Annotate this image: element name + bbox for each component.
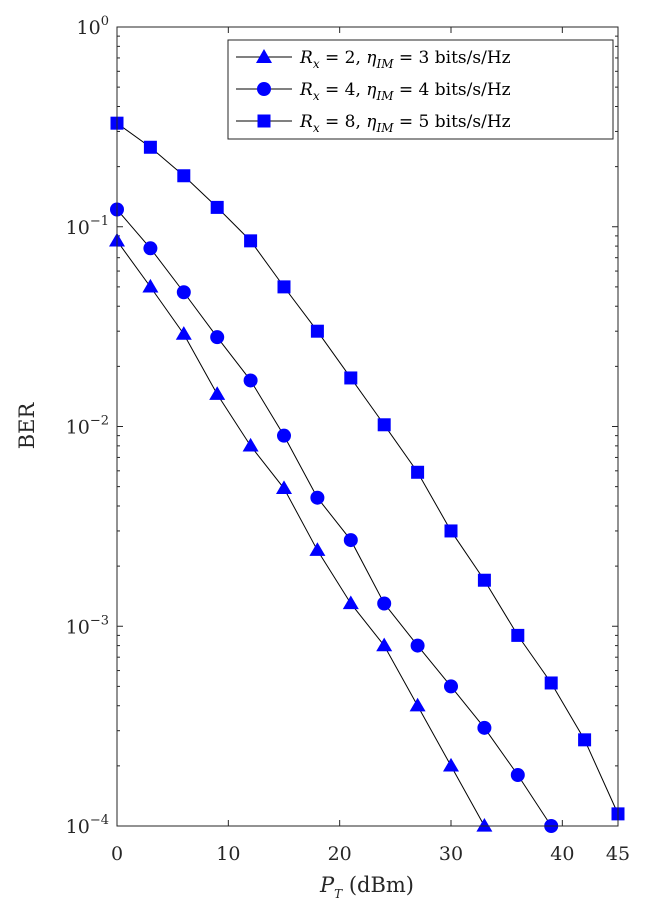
legend-circle-marker: [257, 82, 271, 96]
square-marker: [310, 324, 324, 338]
square-marker: [578, 733, 592, 747]
legend: Rx = 2, ηIM = 3 bits/s/Hz Rx = 4, ηIM = 4…: [227, 39, 614, 140]
triangle-marker: [142, 278, 159, 293]
circle-marker: [277, 428, 291, 443]
square-marker: [411, 465, 425, 479]
triangle-marker: [309, 542, 326, 556]
circle-marker: [377, 596, 392, 611]
circle-marker: [143, 241, 158, 256]
square-marker: [377, 418, 391, 432]
plot-frame: [116, 26, 619, 827]
y-tick-label: 10−1: [66, 214, 109, 239]
legend-box: [227, 39, 614, 140]
circle-marker: [510, 768, 525, 783]
y-tick-label: 10−4: [66, 813, 109, 838]
triangle-marker: [476, 818, 493, 832]
series-lines: [116, 122, 619, 827]
y-tick-label: 10−2: [66, 414, 109, 439]
circle-marker: [410, 638, 425, 653]
circle-marker: [243, 373, 258, 388]
square-marker: [544, 676, 558, 690]
x-tick-label: 20: [328, 843, 352, 865]
x-tick-label: 45: [606, 843, 630, 865]
legend-label: Rx = 4, ηIM = 4 bits/s/Hz: [299, 80, 511, 103]
x-tick-label: 10: [216, 843, 240, 865]
legend-label: Rx = 2, ηIM = 3 bits/s/Hz: [299, 48, 511, 71]
triangle-marker: [409, 697, 426, 712]
x-tick-label: 30: [439, 843, 463, 865]
series-line: [116, 122, 619, 815]
square-marker: [177, 169, 191, 183]
circle-marker: [310, 490, 325, 505]
triangle-marker: [376, 637, 393, 652]
square-marker: [244, 234, 258, 248]
x-tick-labels: 0 10 20 30 40 45: [111, 843, 630, 865]
triangle-marker: [443, 757, 459, 772]
x-axis-label: PT (dBm): [319, 873, 414, 901]
legend-square-marker: [257, 114, 271, 128]
y-axis-label: BER: [15, 402, 39, 450]
y-tick-label: 100: [77, 14, 109, 39]
series-markers: [109, 116, 625, 833]
square-marker: [143, 140, 157, 154]
y-tick-label: 10−3: [66, 613, 109, 638]
triangle-marker: [209, 386, 226, 400]
square-marker: [511, 628, 525, 642]
circle-marker: [343, 533, 358, 548]
triangle-marker: [175, 326, 192, 340]
circle-marker: [176, 285, 191, 300]
legend-triangle-marker: [256, 49, 272, 63]
plot-area: [117, 27, 618, 826]
triangle-marker: [276, 480, 292, 494]
series-line: [116, 240, 485, 827]
square-marker: [277, 280, 291, 294]
circle-marker: [477, 720, 492, 735]
triangle-marker: [242, 437, 259, 452]
circle-marker: [210, 330, 225, 345]
square-marker: [210, 200, 224, 214]
y-tick-labels: 10−4 10−3 10−2 10−1 100: [66, 14, 109, 838]
square-marker: [444, 524, 458, 538]
x-tick-label: 0: [111, 843, 123, 865]
square-marker: [344, 371, 358, 385]
circle-marker: [444, 679, 458, 694]
triangle-marker: [342, 595, 359, 610]
x-tick-label: 40: [550, 843, 574, 865]
series-line: [116, 209, 552, 827]
square-marker: [477, 573, 491, 587]
legend-label: Rx = 8, ηIM = 5 bits/s/Hz: [299, 112, 511, 135]
